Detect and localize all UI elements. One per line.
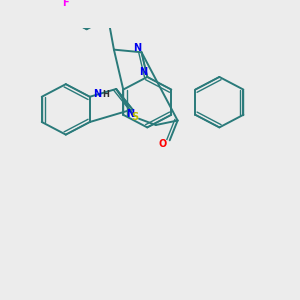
Text: N: N [93, 89, 101, 99]
Text: S: S [131, 112, 139, 122]
Text: F: F [62, 0, 68, 8]
Text: N: N [127, 109, 135, 119]
Text: N: N [139, 68, 147, 77]
Text: N: N [134, 43, 142, 53]
Text: H: H [102, 90, 109, 99]
Text: O: O [159, 139, 167, 149]
